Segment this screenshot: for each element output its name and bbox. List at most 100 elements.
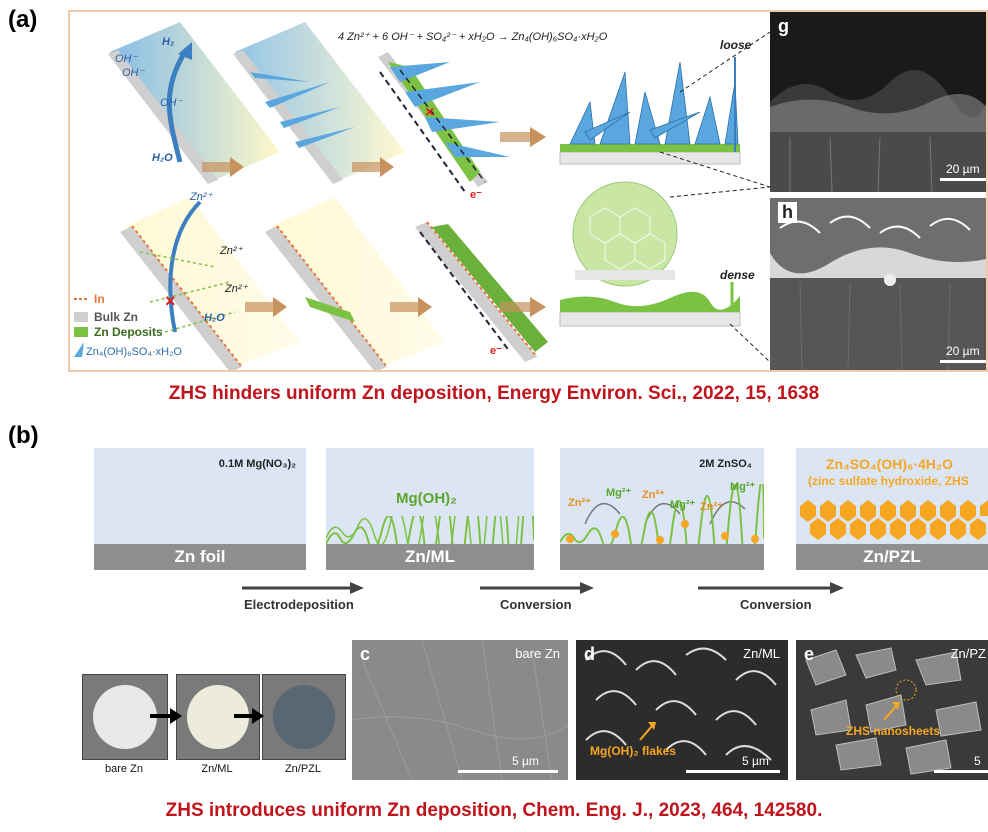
ion-mg-c: Mg²⁺ <box>730 481 756 493</box>
sem-image-d: d Zn/ML Mg(OH)₂ flakes 5 µm <box>576 640 788 780</box>
top-result-loose <box>559 31 770 188</box>
sem-d-texture <box>576 640 788 780</box>
box1-solution-label: 0.1M Mg(NO₃)₂ <box>218 458 296 470</box>
sem-c-texture <box>352 640 568 780</box>
box2-mgoh2-label: Mg(OH)₂ <box>396 490 457 507</box>
sem-d-letter: d <box>584 644 595 664</box>
sem-h-scale-text: 20 µm <box>946 344 980 358</box>
sem-e-scale-text: 5 <box>974 754 981 768</box>
step-electrodeposition: Electrodeposition <box>244 597 354 612</box>
sem-image-h: h 20 µm <box>770 198 986 370</box>
ion-zn-a: Zn²⁺ <box>568 497 591 509</box>
bottom-step1-slab: × <box>120 197 300 370</box>
sem-h-scalebar <box>940 360 986 363</box>
box4-zhs-formula: Zn₄SO₄(OH)₆·4H₂O <box>826 456 954 472</box>
box3-solution-label: 2M ZnSO₄ <box>699 458 752 470</box>
ion-mg-a: Mg²⁺ <box>606 487 632 499</box>
sem-d-annotation: Mg(OH)₂ flakes <box>590 744 677 758</box>
sem-d-tag: Zn/ML <box>743 646 780 661</box>
legend-bulk-zn: Bulk Zn <box>94 310 138 324</box>
bottom-result-dense <box>559 181 770 363</box>
label-dense: dense <box>720 268 755 282</box>
label-oh-1: OH⁻ <box>115 53 138 65</box>
sem-c-letter: c <box>360 644 371 664</box>
panel-a-label: (a) <box>8 6 38 33</box>
caption-a: ZHS hinders uniform Zn deposition, Energ… <box>168 383 820 404</box>
sem-image-g: g 20 µm <box>770 12 986 192</box>
box2-mgoh2-layer <box>326 516 534 546</box>
legend-swatches <box>74 298 88 357</box>
label-electron-bottom: e⁻ <box>490 345 502 357</box>
label-loose: loose <box>720 38 752 52</box>
label-oh-3: OH⁻ <box>160 97 183 109</box>
sem-e-scalebar <box>934 770 988 773</box>
svg-text:×: × <box>425 104 434 121</box>
sem-g-letter: g <box>778 16 789 36</box>
reaction-equation: 4 Zn²⁺ + 6 OH⁻ + SO₄²⁻ + xH₂O → Zn₄(OH)₆… <box>338 31 608 43</box>
caption-b: ZHS introduces uniform Zn deposition, Ch… <box>165 800 823 821</box>
panel-a-frame: × <box>68 10 988 372</box>
bottom-step3-slab <box>415 221 548 362</box>
sem-e-anno-arrow <box>883 702 900 721</box>
sem-g-scale-text: 20 µm <box>946 162 980 176</box>
box3-ion-exchange <box>560 484 764 544</box>
box4-zhs-name: (zinc sulfate hydroxide, ZHS <box>808 474 969 488</box>
box2-foil: Zn/ML <box>326 544 534 570</box>
sem-c-scale-text: 5 µm <box>512 754 539 768</box>
top-step1-slab <box>108 22 280 184</box>
sem-g-texture <box>770 12 986 192</box>
sem-h-texture <box>770 198 986 370</box>
sem-c-tag: bare Zn <box>515 646 560 661</box>
legend-in: In <box>94 292 105 306</box>
step-arrows <box>242 582 844 594</box>
label-oh-2: OH⁻ <box>122 67 145 79</box>
photo-label-zn-ml: Zn/ML <box>201 763 233 775</box>
sem-image-e: e Zn/PZ ZHS nanosheets 5 <box>796 640 988 780</box>
bottom-arrows <box>245 297 546 317</box>
process-box-3: 2M ZnSO₄ Zn²⁺ Mg²⁺ Zn²⁺ Mg²⁺ Zn²⁺ Mg²⁺ <box>560 448 764 570</box>
box4-foil: Zn/PZL <box>796 544 988 570</box>
label-electron-top: e⁻ <box>470 189 482 201</box>
label-zn-2: Zn²⁺ <box>220 245 243 257</box>
photo-label-zn-pzl: Zn/PZL <box>284 763 322 775</box>
box1-foil: Zn foil <box>94 544 306 570</box>
ion-mg-b: Mg²⁺ <box>670 499 696 511</box>
label-h2o-top: H₂O <box>152 152 173 164</box>
panel-b-label: (b) <box>8 422 39 449</box>
sem-e-tag: Zn/PZ <box>950 646 986 661</box>
photo-zn-pzl <box>262 674 346 760</box>
process-box-1: 0.1M Mg(NO₃)₂ Zn foil <box>94 448 306 570</box>
ion-zn-b: Zn²⁺ <box>642 489 665 501</box>
sem-d-scalebar <box>686 770 780 773</box>
ion-zn-c: Zn²⁺ <box>700 501 723 513</box>
legend-zhs: Zn₄(OH)₆SO₄·xH₂O <box>86 346 182 358</box>
label-zn-3: Zn²⁺ <box>225 283 248 295</box>
label-h2: H₂ <box>162 36 175 48</box>
top-arrows <box>202 127 546 177</box>
sem-c-scalebar <box>458 770 558 773</box>
sem-e-texture <box>796 640 988 780</box>
top-step3-slab: × <box>378 52 510 193</box>
sem-image-c: c bare Zn 5 µm <box>352 640 568 780</box>
process-box-4: Zn₄SO₄(OH)₆·4H₂O (zinc sulfate hydroxide… <box>796 448 988 570</box>
step-conversion-2: Conversion <box>740 597 812 612</box>
sem-e-annotation: ZHS nanosheets <box>846 724 941 738</box>
label-h2o-bottom: H₂O <box>204 312 225 324</box>
photo-label-bare-zn: bare Zn <box>105 763 143 775</box>
svg-text:×: × <box>165 291 176 311</box>
photo-arrows <box>150 708 264 724</box>
top-step2-slab <box>233 22 405 184</box>
panel-a-schematic: × <box>74 22 770 370</box>
box4-zhs-layer <box>800 500 988 540</box>
step-conversion-1: Conversion <box>500 597 572 612</box>
label-zn-1: Zn²⁺ <box>190 191 213 203</box>
sem-g-scalebar <box>940 178 986 181</box>
box3-foil <box>560 544 764 570</box>
bottom-step2-slab <box>265 197 445 370</box>
sem-d-scale-text: 5 µm <box>742 754 769 768</box>
sem-h-letter: h <box>778 202 797 223</box>
sem-d-anno-arrow <box>639 722 656 741</box>
legend-zn-deposits: Zn Deposits <box>94 325 163 339</box>
sem-e-letter: e <box>804 644 815 664</box>
process-box-2: Mg(OH)₂ Zn/ML <box>326 448 534 570</box>
